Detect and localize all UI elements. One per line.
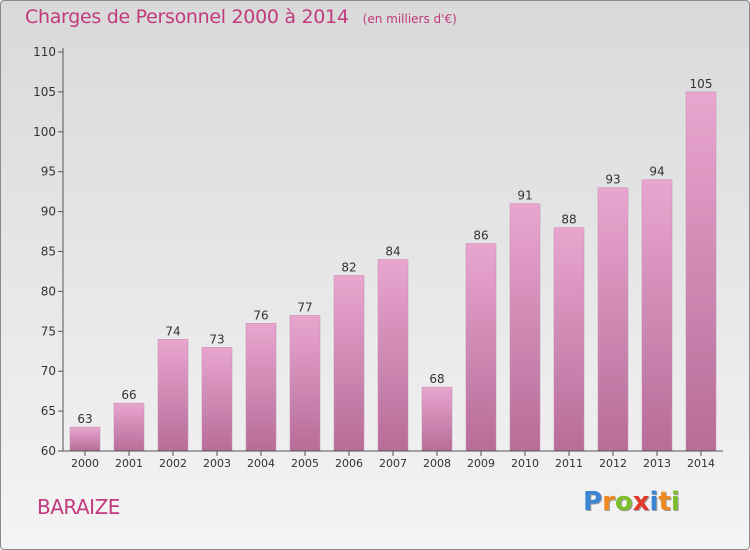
y-tick-label: 60 <box>41 444 56 458</box>
location-label: BARAIZE <box>37 495 120 519</box>
x-tick-label: 2007 <box>379 457 407 470</box>
bar <box>113 402 145 452</box>
bar-value-label: 68 <box>429 372 444 386</box>
x-tick-label: 2013 <box>643 457 671 470</box>
logo-letter: x <box>632 487 650 517</box>
y-tick-label: 95 <box>41 165 56 179</box>
logo-letter: r <box>602 487 615 517</box>
x-tick-label: 2000 <box>71 457 99 470</box>
x-tick-label: 2004 <box>247 457 275 470</box>
bars: 63 66 74 73 76 77 82 84 68 86 91 88 93 94 105 <box>69 77 717 452</box>
x-tick-label: 2002 <box>159 457 187 470</box>
bar-value-label: 63 <box>77 412 92 426</box>
bar-value-label: 66 <box>121 388 136 402</box>
x-axis: 2000 2001 2002 2003 2004 2005 2006 2007 2008 2009… <box>63 450 723 470</box>
x-tick-label: 2006 <box>335 457 363 470</box>
logo-letter: i <box>649 487 659 517</box>
y-tick-label: 80 <box>41 284 56 298</box>
bar <box>421 386 453 452</box>
bar <box>465 243 497 452</box>
bar <box>157 339 189 452</box>
x-tick-label: 2003 <box>203 457 231 470</box>
x-tick-label: 2014 <box>687 457 715 470</box>
logo-letter: o <box>614 487 633 517</box>
y-tick-label: 110 <box>33 45 56 59</box>
x-tick-label: 2009 <box>467 457 495 470</box>
bar <box>553 227 585 452</box>
x-tick-label: 2011 <box>555 457 583 470</box>
bar <box>289 315 321 452</box>
y-tick-label: 85 <box>41 245 56 259</box>
y-axis: 60 65 70 75 80 85 90 95 100 105 110 <box>33 45 64 458</box>
x-tick-label: 2001 <box>115 457 143 470</box>
proxiti-logo: Proxiti <box>583 487 680 517</box>
bar <box>201 347 233 452</box>
bar-value-label: 91 <box>517 189 532 203</box>
y-tick-label: 70 <box>41 364 56 378</box>
bar <box>245 323 277 452</box>
bar <box>377 259 409 452</box>
y-tick-label: 90 <box>41 205 56 219</box>
x-tick-label: 2010 <box>511 457 539 470</box>
bar <box>333 275 365 452</box>
y-tick-label: 105 <box>33 85 56 99</box>
bar-value-label: 86 <box>473 229 488 243</box>
bar <box>69 426 101 452</box>
bar <box>597 187 629 452</box>
bar-value-label: 84 <box>385 244 400 258</box>
logo-letter: P <box>583 487 603 517</box>
y-tick-label: 100 <box>33 125 56 139</box>
bar-value-label: 74 <box>165 324 180 338</box>
y-tick-label: 75 <box>41 324 56 338</box>
x-tick-label: 2008 <box>423 457 451 470</box>
bar-value-label: 73 <box>209 332 224 346</box>
x-tick-label: 2012 <box>599 457 627 470</box>
bar-value-label: 88 <box>561 213 576 227</box>
logo-letter: t <box>658 487 671 517</box>
bar <box>685 91 717 452</box>
y-tick-label: 65 <box>41 404 56 418</box>
bar <box>641 179 673 452</box>
bar-value-label: 82 <box>341 260 356 274</box>
bar <box>509 203 541 452</box>
logo-letter: i <box>670 487 680 517</box>
bar-value-label: 105 <box>690 77 713 91</box>
bar-value-label: 94 <box>649 165 664 179</box>
x-tick-label: 2005 <box>291 457 319 470</box>
bar-value-label: 76 <box>253 308 268 322</box>
title-row: Charges de Personnel 2000 à 2014 (en mill… <box>25 6 457 28</box>
chart-title: Charges de Personnel 2000 à 2014 <box>25 6 349 28</box>
bar-value-label: 93 <box>605 173 620 187</box>
chart-subtitle: (en milliers d'€) <box>362 12 457 26</box>
bar-value-label: 77 <box>297 300 312 314</box>
